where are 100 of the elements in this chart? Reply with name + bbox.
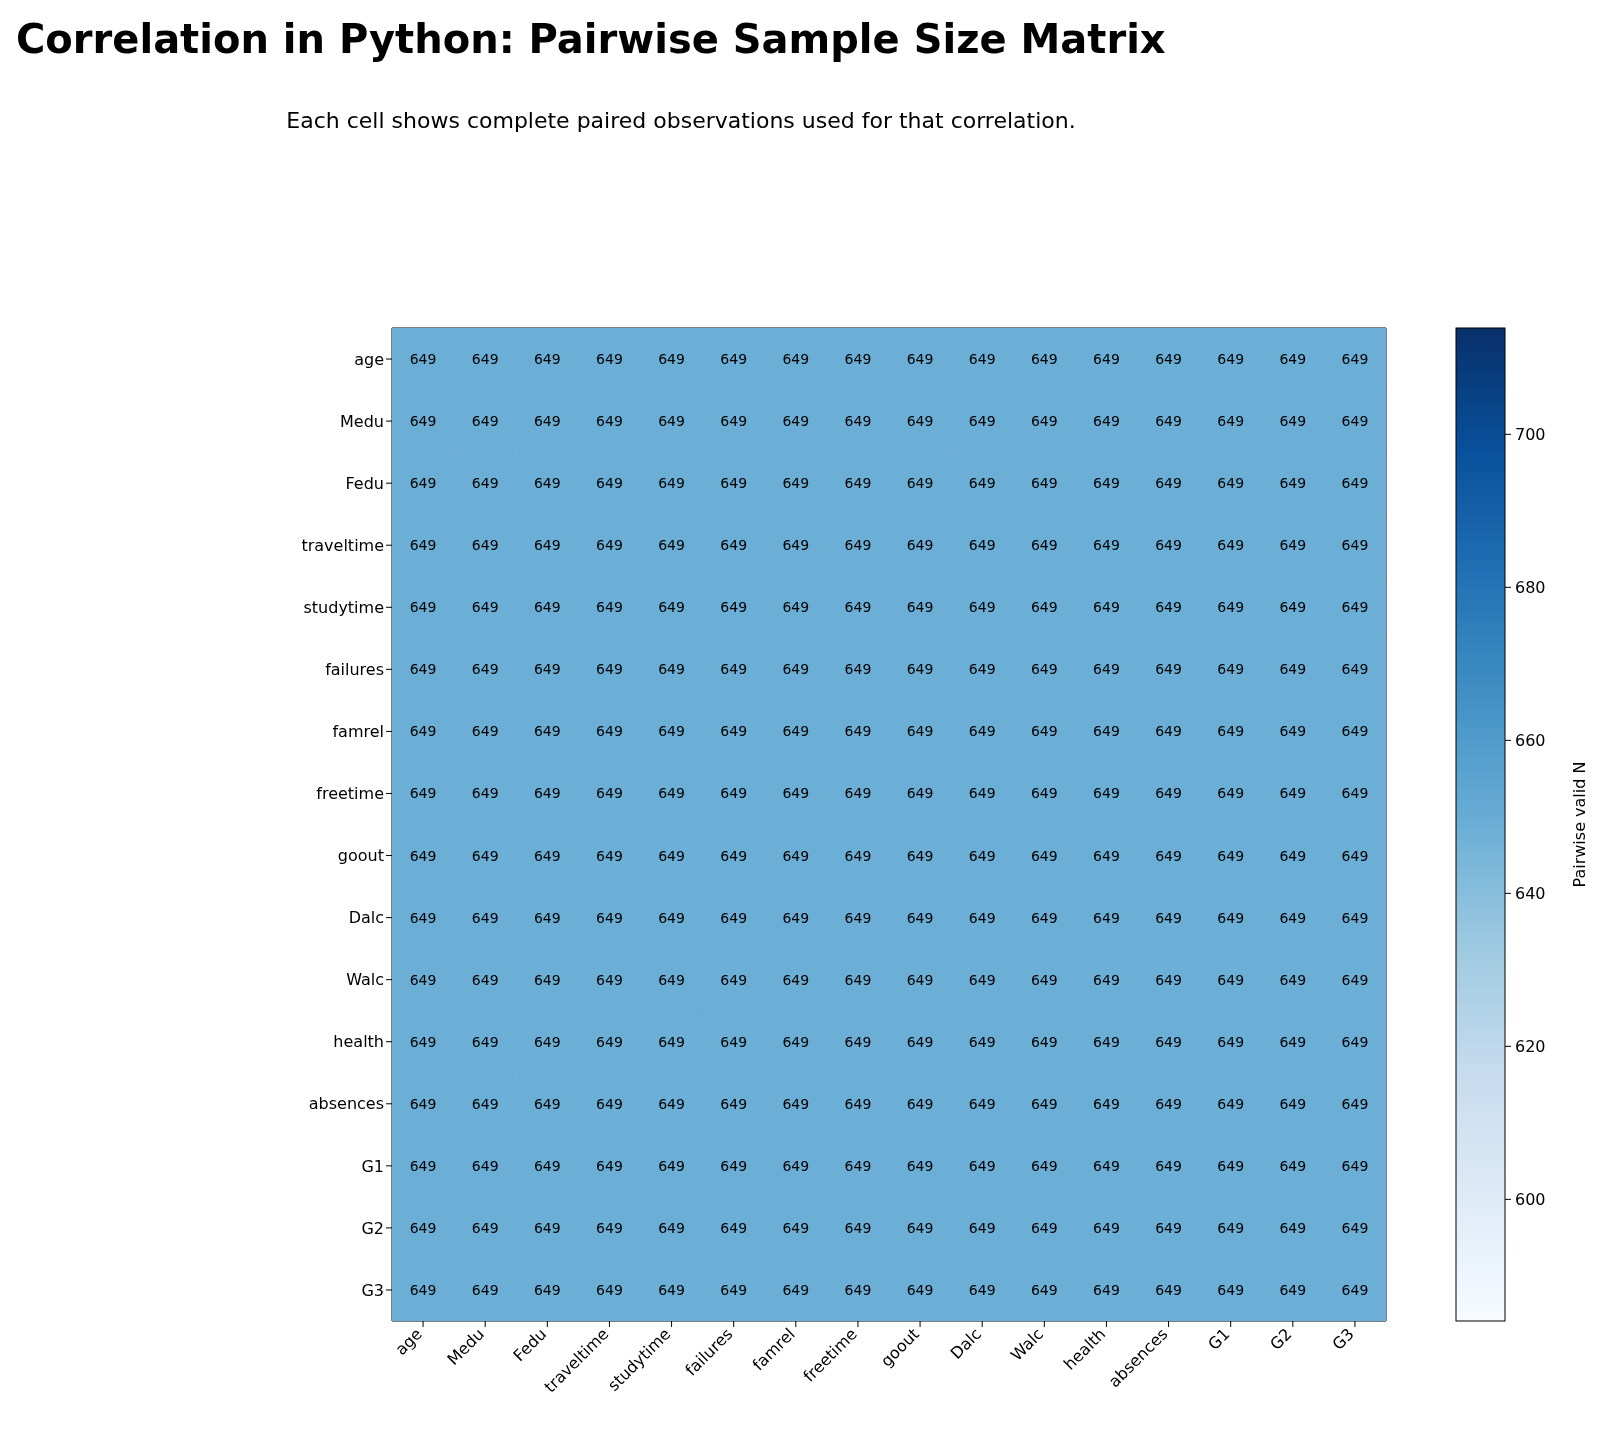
data-label: 649 bbox=[782, 475, 810, 492]
data-label: 649 bbox=[596, 909, 623, 926]
data-label: 649 bbox=[720, 971, 748, 988]
data-label: 649 bbox=[720, 1219, 748, 1236]
data-label: 649 bbox=[968, 351, 996, 368]
data-label: 649 bbox=[1093, 785, 1120, 802]
data-label: 649 bbox=[844, 1219, 872, 1236]
data-label: 649 bbox=[1217, 661, 1245, 678]
data-label: 649 bbox=[1030, 599, 1058, 616]
data-label: 649 bbox=[1217, 1157, 1245, 1174]
data-label: 649 bbox=[1030, 413, 1058, 430]
data-label: 649 bbox=[596, 1095, 623, 1112]
data-label: 649 bbox=[1279, 971, 1307, 988]
data-label: 649 bbox=[782, 723, 810, 740]
data-label: 649 bbox=[1279, 909, 1307, 926]
data-label: 649 bbox=[658, 537, 685, 554]
data-label: 649 bbox=[1279, 847, 1307, 864]
y-tick-label: G2 bbox=[361, 1218, 384, 1238]
y-tick-label: Medu bbox=[340, 411, 384, 431]
data-label: 649 bbox=[658, 599, 685, 616]
data-label: 649 bbox=[471, 909, 499, 926]
data-label: 649 bbox=[1341, 785, 1369, 802]
data-label: 649 bbox=[1341, 1095, 1369, 1112]
data-label: 649 bbox=[1341, 413, 1369, 430]
data-label: 649 bbox=[1341, 351, 1369, 368]
data-label: 649 bbox=[658, 661, 685, 678]
data-label: 649 bbox=[409, 847, 437, 864]
data-label: 649 bbox=[1155, 971, 1182, 988]
data-label: 649 bbox=[658, 1033, 685, 1050]
data-label: 649 bbox=[409, 723, 437, 740]
data-label: 649 bbox=[1155, 1095, 1182, 1112]
data-label: 649 bbox=[1030, 723, 1058, 740]
data-label: 649 bbox=[1217, 1033, 1245, 1050]
data-label: 649 bbox=[968, 599, 996, 616]
data-label: 649 bbox=[1155, 723, 1182, 740]
data-label: 649 bbox=[596, 1281, 623, 1298]
data-label: 649 bbox=[1093, 847, 1120, 864]
data-label: 649 bbox=[471, 1033, 499, 1050]
data-label: 649 bbox=[968, 785, 996, 802]
data-label: 649 bbox=[1341, 537, 1369, 554]
color-bar-label: 680 bbox=[1515, 577, 1546, 597]
data-label: 649 bbox=[1279, 1219, 1307, 1236]
data-label: 649 bbox=[533, 847, 561, 864]
data-label: 649 bbox=[1341, 1157, 1369, 1174]
y-tick-label: health bbox=[333, 1032, 384, 1052]
data-label: 649 bbox=[906, 909, 934, 926]
data-label: 649 bbox=[1341, 1281, 1369, 1298]
data-label: 649 bbox=[844, 661, 872, 678]
data-label: 649 bbox=[968, 723, 996, 740]
data-label: 649 bbox=[533, 1219, 561, 1236]
data-label: 649 bbox=[844, 909, 872, 926]
data-label: 649 bbox=[1279, 351, 1307, 368]
data-label: 649 bbox=[844, 1095, 872, 1112]
data-label: 649 bbox=[1030, 785, 1058, 802]
data-label: 649 bbox=[596, 475, 623, 492]
data-label: 649 bbox=[409, 661, 437, 678]
data-label: 649 bbox=[968, 661, 996, 678]
data-label: 649 bbox=[1093, 1281, 1120, 1298]
color-bar-label: 600 bbox=[1515, 1189, 1546, 1209]
data-label: 649 bbox=[596, 537, 623, 554]
data-label: 649 bbox=[1341, 1033, 1369, 1050]
data-label: 649 bbox=[1155, 847, 1182, 864]
data-label: 649 bbox=[1093, 971, 1120, 988]
data-label: 649 bbox=[720, 599, 748, 616]
data-label: 649 bbox=[1279, 1157, 1307, 1174]
data-label: 649 bbox=[1341, 847, 1369, 864]
data-label: 649 bbox=[906, 599, 934, 616]
data-label: 649 bbox=[906, 413, 934, 430]
color-bar-label: 620 bbox=[1515, 1036, 1546, 1056]
data-label: 649 bbox=[968, 1219, 996, 1236]
data-label: 649 bbox=[1093, 537, 1120, 554]
data-label: 649 bbox=[533, 1281, 561, 1298]
data-label: 649 bbox=[533, 1033, 561, 1050]
color-bar-label: 700 bbox=[1515, 424, 1546, 444]
data-label: 649 bbox=[533, 599, 561, 616]
data-label: 649 bbox=[596, 413, 623, 430]
data-label: 649 bbox=[1279, 1095, 1307, 1112]
data-label: 649 bbox=[1279, 475, 1307, 492]
data-label: 649 bbox=[968, 537, 996, 554]
data-label: 649 bbox=[782, 351, 810, 368]
data-label: 649 bbox=[533, 723, 561, 740]
data-label: 649 bbox=[1030, 1281, 1058, 1298]
data-label: 649 bbox=[1341, 475, 1369, 492]
data-label: 649 bbox=[1155, 475, 1182, 492]
data-label: 649 bbox=[1155, 537, 1182, 554]
data-label: 649 bbox=[533, 537, 561, 554]
x-tick-label: G1 bbox=[1204, 1324, 1234, 1354]
data-label: 649 bbox=[1217, 785, 1245, 802]
data-label: 649 bbox=[596, 723, 623, 740]
data-label: 649 bbox=[720, 475, 748, 492]
data-label: 649 bbox=[658, 1095, 685, 1112]
data-label: 649 bbox=[409, 1095, 437, 1112]
data-label: 649 bbox=[1030, 1033, 1058, 1050]
data-label: 649 bbox=[906, 475, 934, 492]
y-tick-label: failures bbox=[325, 660, 384, 680]
data-label: 649 bbox=[533, 475, 561, 492]
data-label: 649 bbox=[844, 785, 872, 802]
y-tick-label: Walc bbox=[346, 970, 384, 990]
data-label: 649 bbox=[409, 413, 437, 430]
data-label: 649 bbox=[1030, 1157, 1058, 1174]
